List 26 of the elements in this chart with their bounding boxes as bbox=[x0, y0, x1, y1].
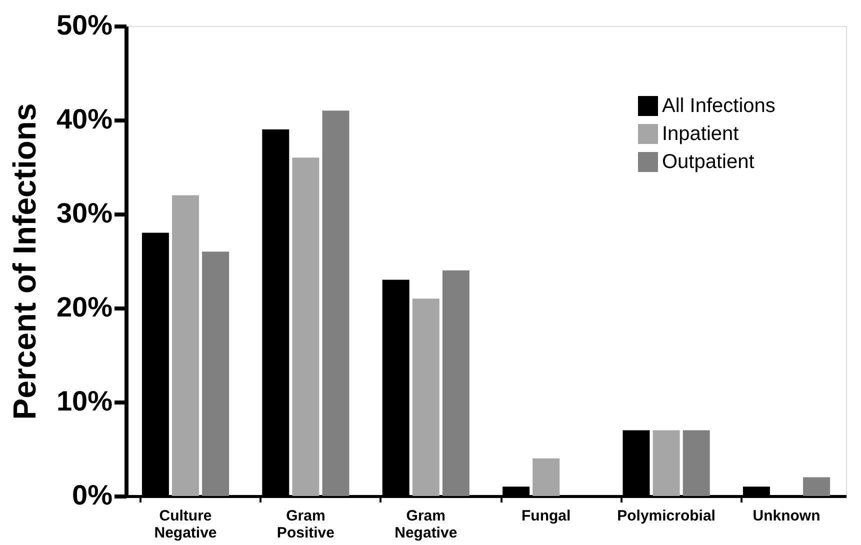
legend-label: Inpatient bbox=[662, 123, 740, 145]
bar bbox=[532, 458, 560, 496]
x-tick-label: Gram Positive bbox=[276, 508, 334, 542]
bar bbox=[803, 477, 830, 496]
bar bbox=[682, 430, 710, 496]
bar bbox=[412, 298, 440, 496]
y-axis-title: Percent of Infections bbox=[6, 103, 42, 420]
bar bbox=[652, 430, 680, 496]
bar bbox=[322, 110, 350, 496]
bar bbox=[442, 270, 470, 496]
y-tick-label: 40% bbox=[56, 104, 113, 134]
y-tick-label: 20% bbox=[56, 292, 113, 322]
x-tick-label: Fungal bbox=[522, 508, 571, 524]
legend-label: Outpatient bbox=[662, 151, 755, 173]
y-tick-label: 10% bbox=[56, 386, 113, 416]
bar bbox=[292, 158, 320, 496]
y-tick-label: 0% bbox=[72, 480, 113, 510]
x-tick-label: Polymicrobial bbox=[617, 508, 716, 524]
legend-label: All Infections bbox=[662, 95, 776, 117]
bar bbox=[202, 252, 230, 496]
y-tick-label: 30% bbox=[56, 198, 113, 228]
x-tick-label: Gram Negative bbox=[394, 508, 458, 542]
x-tick-label: Culture Negative bbox=[154, 508, 217, 542]
y-tick-label: 50% bbox=[56, 10, 113, 40]
bar bbox=[172, 195, 199, 496]
x-tick-label: Unknown bbox=[752, 508, 820, 524]
